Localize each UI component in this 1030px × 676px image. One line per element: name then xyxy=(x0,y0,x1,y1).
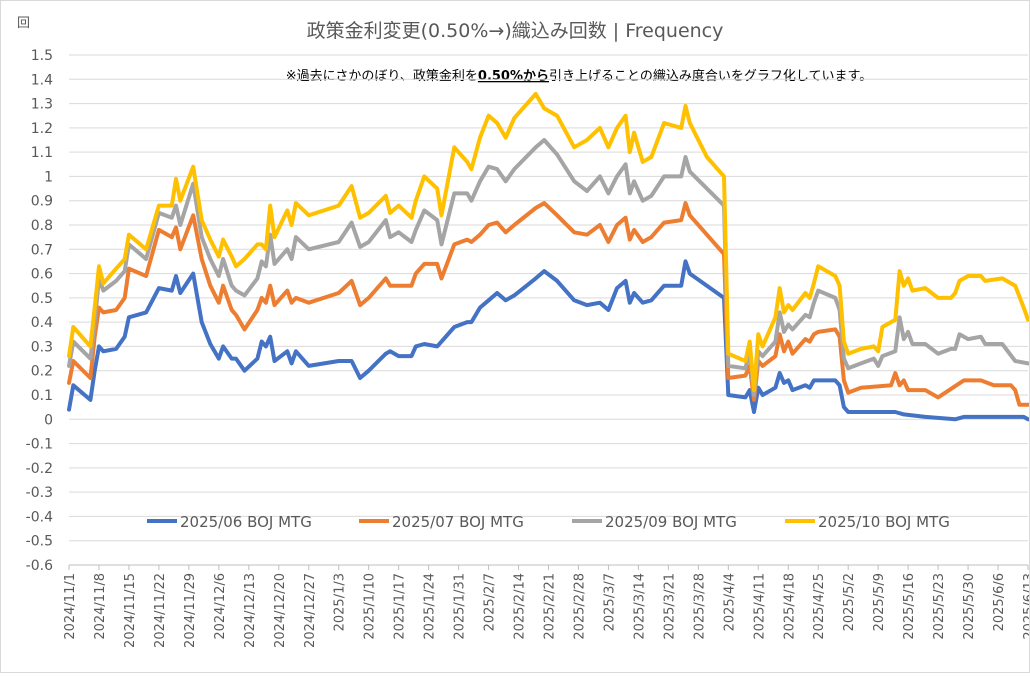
x-tick-label: 2024/12/27 xyxy=(303,573,318,648)
y-tick-label: 1.5 xyxy=(31,48,53,64)
subtitle-bold: 0.50%から xyxy=(478,69,549,84)
x-tick-label: 2025/4/18 xyxy=(782,573,797,640)
y-tick-label: 0.6 xyxy=(31,267,53,283)
x-tick-label: 2025/4/11 xyxy=(752,573,767,640)
y-tick-label: 0.3 xyxy=(31,339,53,355)
x-tick-label: 2025/2/14 xyxy=(513,573,528,640)
legend: 2025/06 BOJ MTG 2025/07 BOJ MTG 2025/09 BO… xyxy=(147,513,950,531)
x-tick-label: 2025/3/14 xyxy=(632,573,647,640)
x-tick-label: 2025/3/28 xyxy=(692,573,707,640)
x-tick-label: 2024/11/1 xyxy=(63,573,78,640)
y-tick-label: 0.2 xyxy=(31,364,53,380)
legend-label: 2025/07 BOJ MTG xyxy=(392,513,524,531)
x-tick-label: 2025/2/28 xyxy=(572,573,587,640)
x-tick-label: 2025/1/17 xyxy=(393,573,408,640)
series-lines xyxy=(67,91,1030,422)
x-tick-label: 2025/5/16 xyxy=(902,573,917,640)
y-tick-label: 1.1 xyxy=(31,145,53,161)
chart-title: 政策金利変更(0.50%→)織込み回数 | Frequency xyxy=(307,20,724,42)
y-tick-label: 1 xyxy=(44,169,53,185)
x-tick-label: 2024/12/20 xyxy=(273,573,288,648)
x-tick-label: 2025/1/24 xyxy=(423,573,438,640)
legend-label: 2025/06 BOJ MTG xyxy=(180,513,312,531)
y-tick-label: 0.8 xyxy=(31,218,53,234)
x-tick-label: 2025/5/2 xyxy=(842,573,857,631)
x-tick-label: 2025/4/25 xyxy=(812,573,827,640)
y-tick-label: -0.4 xyxy=(26,509,53,525)
y-axis-ticks: 1.5 1.4 1.3 1.2 1.1 1 0.9 0.8 0.7 0.6 0.5 0.4 0.3 0.2… xyxy=(26,48,53,574)
x-tick-label: 2025/2/21 xyxy=(543,573,558,640)
y-tick-label: 1.4 xyxy=(31,72,53,88)
x-tick-label: 2025/6/6 xyxy=(992,573,1007,631)
y-tick-label: -0.1 xyxy=(26,437,53,453)
y-axis-unit-label: 回 xyxy=(17,16,30,31)
y-tick-label: -0.2 xyxy=(26,461,53,477)
y-tick-label: 1.2 xyxy=(31,121,53,137)
x-tick-label: 2025/3/7 xyxy=(602,573,617,631)
x-tick-label: 2024/11/29 xyxy=(183,573,198,648)
chart-subtitle: ※過去にさかのぼり、政策金利を0.50%から引き上げることの織込み度合いをグラフ… xyxy=(286,68,872,84)
x-tick-label: 2024/11/15 xyxy=(123,573,138,648)
x-tick-label: 2024/11/8 xyxy=(93,573,108,640)
y-tick-label: 0.4 xyxy=(31,315,53,331)
y-tick-label: 0.1 xyxy=(31,388,53,404)
y-tick-label: -0.3 xyxy=(26,485,53,501)
legend-label: 2025/10 BOJ MTG xyxy=(818,513,950,531)
y-tick-label: 1.3 xyxy=(31,97,53,113)
y-tick-label: 0.5 xyxy=(31,291,53,307)
x-tick-label: 2025/2/7 xyxy=(483,573,498,631)
x-tick-label: 2024/12/6 xyxy=(213,573,228,640)
x-tick-label: 2025/1/3 xyxy=(333,573,348,631)
x-tick-label: 2025/3/21 xyxy=(662,573,677,640)
y-tick-label: -0.6 xyxy=(26,558,53,574)
x-tick-label: 2025/5/30 xyxy=(962,573,977,640)
x-tick-label: 2025/1/10 xyxy=(363,573,378,640)
subtitle-suffix: 引き上げることの織込み度合いをグラフ化しています。 xyxy=(549,68,872,84)
y-tick-label: 0.7 xyxy=(31,242,53,258)
series-line-2 xyxy=(67,201,1030,407)
x-tick-label: 2025/4/4 xyxy=(722,573,737,631)
series-line-3 xyxy=(67,138,1030,397)
x-tick-label: 2025/5/9 xyxy=(872,573,887,631)
y-tick-label: -0.5 xyxy=(26,534,53,550)
legend-label: 2025/09 BOJ MTG xyxy=(605,513,737,531)
y-tick-label: 0 xyxy=(44,412,53,428)
x-axis-ticks: 2024/11/1 2024/11/8 2024/11/15 2024/11/22 20… xyxy=(63,565,1030,648)
x-tick-label: 2024/11/22 xyxy=(153,573,168,648)
x-tick-label: 2024/12/13 xyxy=(243,573,258,648)
series-line-4 xyxy=(67,91,1030,393)
x-tick-label: 2025/6/13 xyxy=(1022,573,1029,640)
x-tick-label: 2025/5/23 xyxy=(932,573,947,640)
series-line-1 xyxy=(67,259,1030,422)
x-tick-label: 2025/1/31 xyxy=(453,573,468,640)
y-tick-label: 0.9 xyxy=(31,194,53,210)
subtitle-prefix: ※過去にさかのぼり、政策金利を xyxy=(286,68,478,84)
gridlines xyxy=(69,54,1028,566)
